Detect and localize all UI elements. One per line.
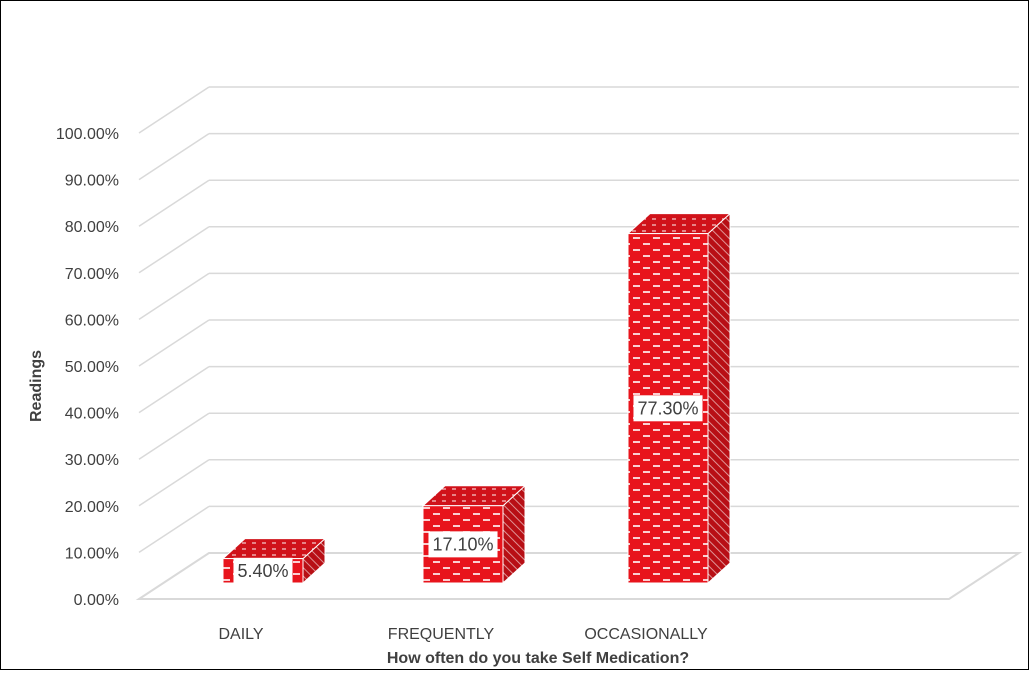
gridlines <box>138 86 1019 554</box>
gridline-side <box>138 319 210 367</box>
y-axis-title: Readings <box>28 350 45 422</box>
data-label-box <box>428 531 498 558</box>
y-tick-label: 30.00% <box>65 452 119 469</box>
data-label-text: 77.30% <box>637 398 698 418</box>
x-category-label: FREQUENTLY <box>388 626 495 643</box>
gridline-side <box>138 365 210 414</box>
gridline-side <box>138 272 210 321</box>
data-label-box <box>633 395 703 422</box>
floor <box>135 552 1023 600</box>
y-tick-label: 20.00% <box>65 499 119 516</box>
y-tick-label: 100.00% <box>56 126 119 143</box>
data-label-text: 5.40% <box>237 561 288 581</box>
y-tick-label: 90.00% <box>65 173 119 190</box>
gridline-side <box>138 226 210 274</box>
data-label: 5.40% <box>233 557 293 584</box>
bar-side-face <box>707 212 731 585</box>
bars: 5.40% 17.10% 77.30% <box>221 212 732 585</box>
gridline-side <box>138 86 210 134</box>
data-label: 17.10% <box>428 531 498 558</box>
x-category-label: OCCASIONALLY <box>584 626 708 643</box>
data-label: 77.30% <box>633 395 703 422</box>
y-tick-label: 70.00% <box>65 266 119 283</box>
y-tick-label: 80.00% <box>65 219 119 236</box>
y-tick-label: 40.00% <box>65 406 119 423</box>
y-axis-ticks: 0.00% 10.00% 20.00% 30.00% 40.00% 50.00% 60.00… <box>56 126 119 609</box>
gridline-side <box>138 132 210 181</box>
x-axis-categories: DAILY FREQUENTLY OCCASIONALLY <box>218 626 708 643</box>
x-category-label: DAILY <box>218 626 263 643</box>
gridline-side <box>138 459 210 507</box>
x-axis-title: How often do you take Self Medication? <box>387 650 689 667</box>
y-tick-label: 50.00% <box>65 359 119 376</box>
y-tick-label: 10.00% <box>65 545 119 562</box>
gridline-side <box>138 412 210 460</box>
floor-plane <box>135 552 1023 600</box>
gridline-side <box>138 179 210 227</box>
data-label-box <box>233 557 293 584</box>
data-label-text: 17.10% <box>432 534 493 554</box>
y-tick-label: 60.00% <box>65 312 119 329</box>
y-tick-label: 0.00% <box>74 592 119 609</box>
gridline-side <box>138 505 210 554</box>
